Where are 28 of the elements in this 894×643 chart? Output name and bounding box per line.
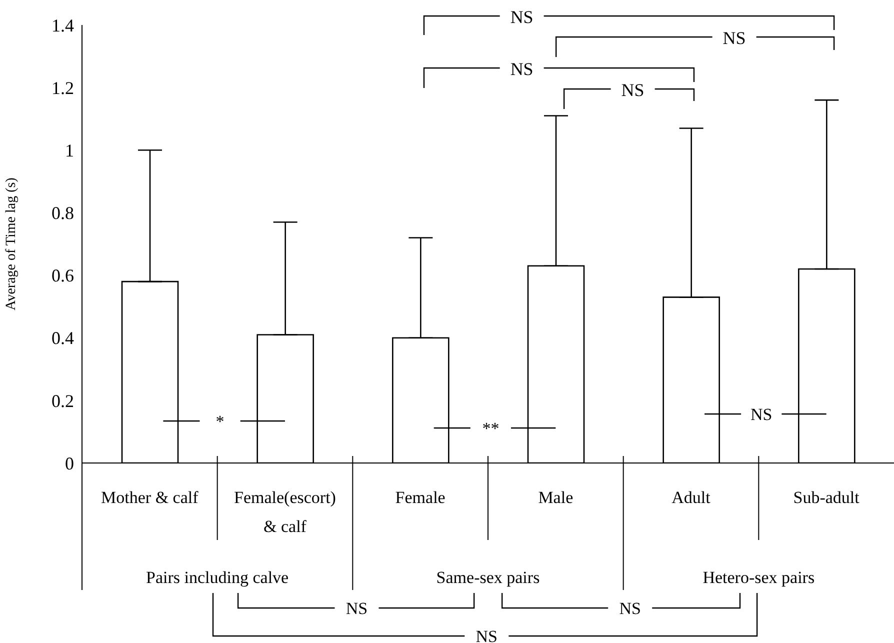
text: NS <box>619 599 641 618</box>
y-axis-title: Average of Time lag (s) <box>4 177 19 310</box>
annotation: NS <box>621 80 644 100</box>
x-tick-label: Mother & calf <box>101 488 199 507</box>
y-tick-label: 0.2 <box>52 390 74 411</box>
annotation: NS <box>722 28 746 48</box>
y-tick-label: 1.2 <box>52 78 74 98</box>
x-tick-label: Female <box>395 488 446 507</box>
y-tick-label: 0.8 <box>52 203 74 224</box>
y-tick-label: 1.4 <box>52 15 74 36</box>
annotation: * <box>216 412 224 431</box>
annotation: ** <box>482 419 500 438</box>
y-tick-label: 0 <box>65 453 74 474</box>
annotation: NS <box>510 7 534 27</box>
x-tick-label: Female(escort) & calf <box>234 488 336 536</box>
annotation: NS <box>510 59 534 79</box>
y-tick-label: 0.6 <box>52 266 74 286</box>
x-tick-label: Adult <box>672 488 711 507</box>
x-tick-label: Sub-adult <box>793 488 860 507</box>
text: NS <box>476 627 498 643</box>
text: Same-sex pairs <box>436 568 540 587</box>
y-tick-label: 0.4 <box>52 328 74 348</box>
text: Hetero-sex pairs <box>702 568 815 587</box>
text: Pairs including calve <box>146 568 289 587</box>
text: NS <box>346 599 368 618</box>
y-tick-label: 1 <box>65 140 74 161</box>
annotation: NS <box>750 405 772 424</box>
x-tick-label: Male <box>538 488 574 507</box>
